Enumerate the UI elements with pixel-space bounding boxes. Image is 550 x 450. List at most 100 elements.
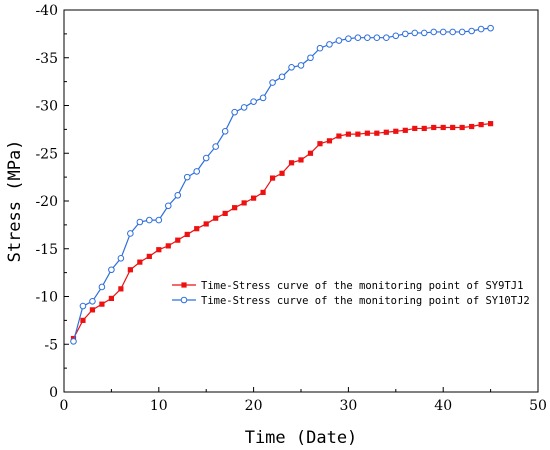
data-point-square	[108, 295, 114, 302]
x-tick-label: 50	[529, 398, 547, 414]
data-point-square	[89, 307, 96, 313]
data-point-circle	[297, 62, 305, 69]
data-point-circle	[70, 338, 77, 345]
data-point-square	[165, 243, 171, 249]
data-point-circle	[269, 79, 276, 86]
data-point-circle	[174, 191, 182, 199]
data-point-circle	[155, 216, 163, 224]
y-tick-label: -20	[35, 194, 58, 210]
data-point-square	[288, 160, 295, 166]
data-point-circle	[240, 104, 248, 111]
data-point-circle	[89, 297, 96, 305]
y-axis-ticks: -40 -35 -30 -25 -20 -15 -10 -5 0	[35, 3, 69, 401]
data-point-circle	[98, 283, 106, 291]
data-point-circle	[364, 34, 371, 41]
data-point-square	[251, 195, 257, 201]
y-tick-label: -30	[35, 99, 58, 115]
data-point-square	[175, 237, 181, 243]
y-tick-label: -5	[44, 337, 58, 353]
data-point-circle	[477, 25, 485, 33]
data-point-square	[279, 170, 285, 176]
data-point-square	[345, 131, 351, 137]
data-point-circle	[202, 154, 210, 162]
legend-item-sy9tj1: Time-Stress curve of the monitoring poin…	[172, 280, 523, 292]
data-point-circle	[345, 35, 352, 42]
data-point-square	[469, 123, 475, 130]
data-point-circle	[420, 29, 428, 37]
y-tick-label: -15	[35, 242, 58, 258]
data-point-square	[450, 124, 456, 131]
data-point-square	[269, 175, 276, 181]
x-tick-label: 40	[434, 398, 452, 414]
data-point-circle	[383, 34, 390, 41]
data-point-square	[80, 317, 86, 323]
data-point-square	[118, 286, 124, 292]
series-1	[70, 24, 494, 345]
y-tick-label: -40	[35, 3, 58, 19]
data-point-circle	[127, 230, 134, 237]
y-tick-label: -10	[35, 290, 58, 306]
y-tick-label: -25	[35, 146, 58, 162]
y-tick-label: -35	[35, 51, 58, 67]
data-point-square	[298, 157, 304, 163]
data-point-square	[374, 130, 380, 136]
data-point-circle	[117, 254, 125, 262]
data-point-circle	[288, 64, 295, 71]
y-axis-title: Stress (MPa)	[5, 140, 25, 263]
data-point-circle	[136, 218, 144, 226]
data-point-circle	[259, 94, 267, 102]
data-point-circle	[212, 143, 219, 150]
data-point-circle	[146, 216, 153, 224]
legend-swatch-square-marker	[181, 282, 187, 288]
data-point-circle	[307, 54, 314, 62]
data-point-circle	[439, 28, 447, 36]
legend-swatch-circle-marker	[180, 296, 188, 304]
data-point-square	[213, 215, 219, 221]
data-point-square	[317, 141, 323, 147]
x-tick-label: 30	[339, 398, 357, 414]
legend-label-sy10tj2: Time-Stress curve of the monitoring poin…	[201, 295, 530, 307]
data-point-square	[137, 259, 143, 265]
data-point-square	[488, 121, 494, 127]
data-point-circle	[316, 44, 324, 52]
x-axis-title: Time (Date)	[245, 428, 358, 448]
x-tick-label: 10	[150, 398, 168, 414]
data-point-circle	[487, 24, 494, 32]
data-point-square	[203, 221, 209, 227]
legend-item-sy10tj2: Time-Stress curve of the monitoring poin…	[172, 295, 530, 307]
x-tick-label: 20	[245, 398, 263, 414]
legend-label-sy9tj1: Time-Stress curve of the monitoring poin…	[201, 280, 523, 292]
x-tick-label: 0	[60, 398, 69, 414]
data-point-square	[307, 150, 314, 156]
data-point-circle	[231, 108, 238, 116]
data-point-circle	[164, 202, 172, 210]
data-point-circle	[108, 266, 115, 274]
data-point-square	[431, 124, 437, 131]
x-axis-ticks: 0 10 20 30 40 50	[60, 387, 547, 414]
data-point-square	[146, 253, 152, 259]
data-point-square	[440, 124, 446, 131]
data-point-circle	[449, 28, 456, 36]
data-point-square	[393, 128, 399, 134]
data-point-circle	[354, 34, 362, 41]
data-point-square	[412, 125, 418, 132]
data-point-circle	[183, 173, 191, 181]
data-point-square	[156, 247, 162, 253]
data-point-square	[421, 125, 427, 132]
data-point-square	[383, 129, 389, 135]
data-point-circle	[326, 41, 333, 48]
data-point-square	[127, 267, 133, 273]
data-point-circle	[221, 127, 229, 135]
data-point-circle	[392, 32, 400, 40]
data-point-square	[478, 122, 484, 128]
data-point-square	[99, 301, 105, 307]
data-point-circle	[373, 34, 381, 41]
data-point-circle	[335, 37, 343, 44]
data-point-circle	[411, 29, 419, 37]
data-point-circle	[278, 73, 286, 81]
data-point-square	[194, 226, 200, 232]
data-point-square	[232, 205, 238, 211]
data-point-square	[364, 130, 370, 136]
